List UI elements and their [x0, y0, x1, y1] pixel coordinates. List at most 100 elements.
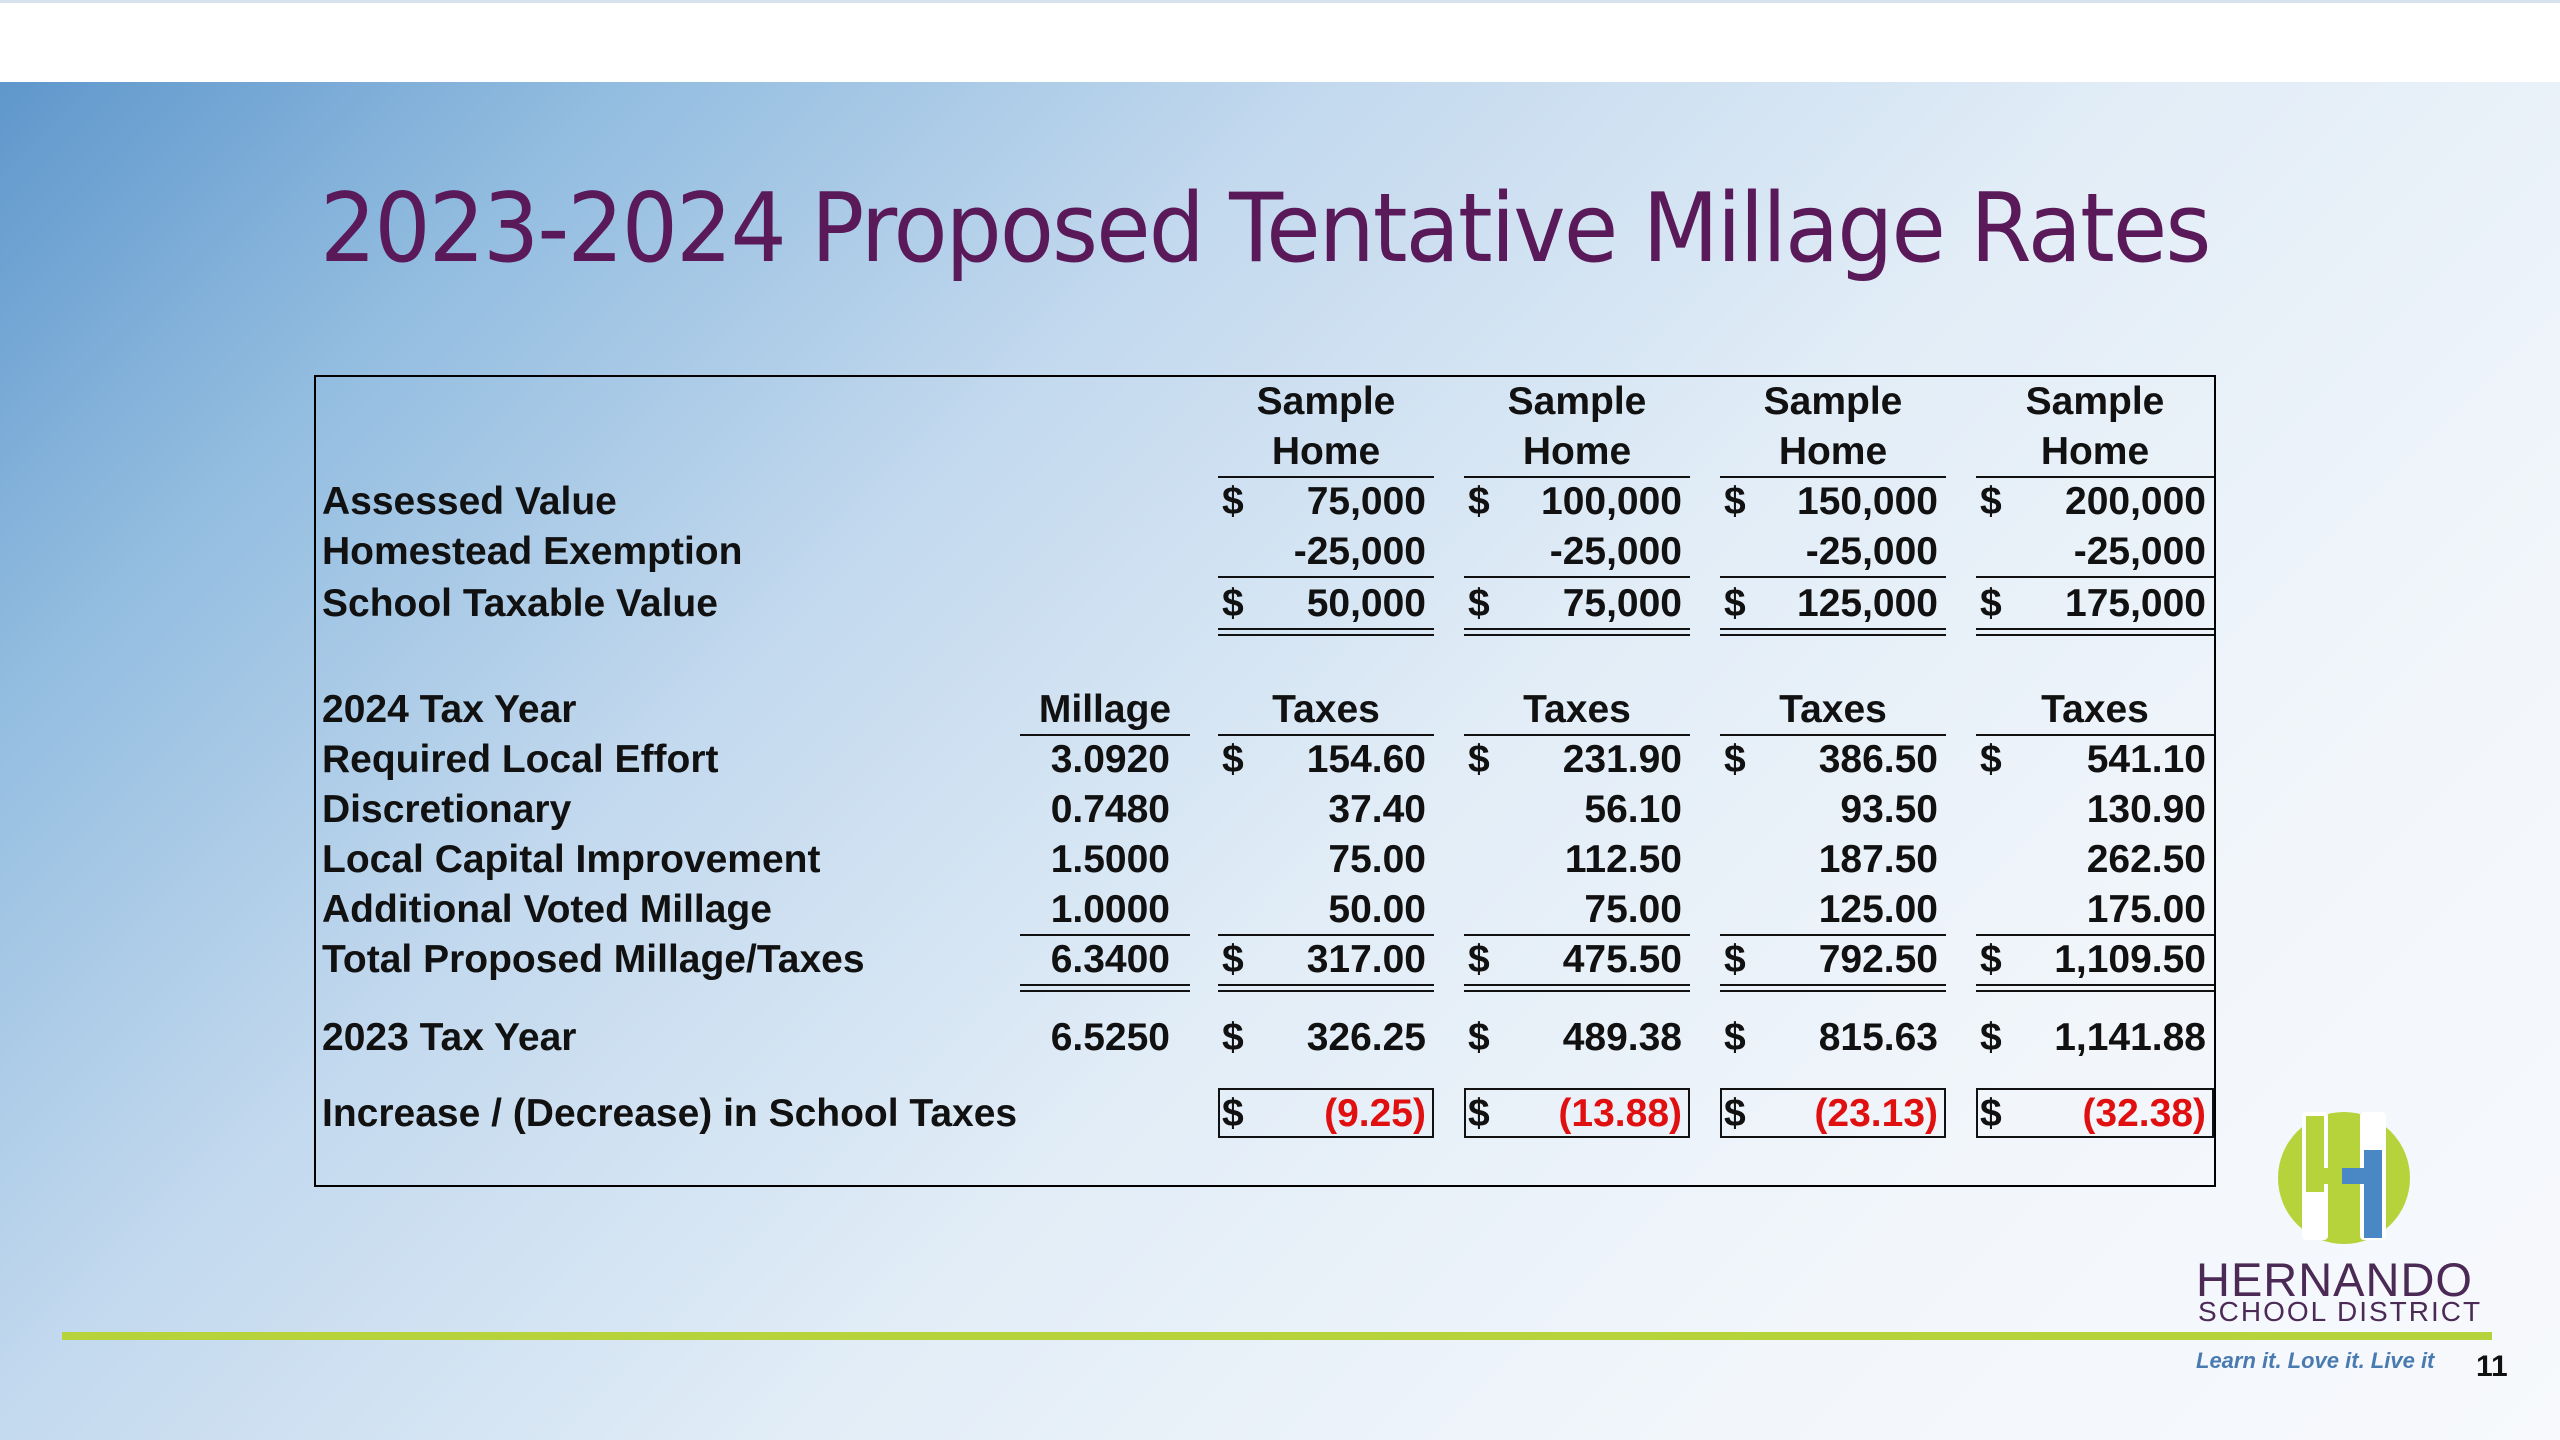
- exemption-label: Homestead Exemption: [322, 530, 743, 573]
- assessed-dollar-2: $: [1468, 480, 1490, 523]
- total-label: Total Proposed Millage/Taxes: [322, 938, 865, 981]
- lci-millage: 1.5000: [1050, 838, 1170, 881]
- avm-underline-2: [1464, 934, 1690, 936]
- avm-value-3: 125.00: [1818, 888, 1938, 931]
- taxes-header-underline-3: [1720, 734, 1946, 736]
- disc-label: Discretionary: [322, 788, 572, 831]
- disc-value-4: 130.90: [2086, 788, 2206, 831]
- exemption-underline-2: [1464, 576, 1690, 578]
- assessed-dollar-4: $: [1980, 480, 2002, 523]
- total-dollar-3: $: [1724, 938, 1746, 981]
- prior-dollar-3: $: [1724, 1016, 1746, 1059]
- footer-divider: [62, 1332, 2492, 1340]
- logo-name: HERNANDO: [2196, 1253, 2473, 1306]
- col-header-home-3: Home: [1778, 430, 1888, 473]
- avm-label: Additional Voted Millage: [322, 888, 772, 931]
- change-box-3: [1720, 1088, 1946, 1138]
- exemption-value-3: -25,000: [1805, 530, 1938, 573]
- total-dollar-1: $: [1222, 938, 1244, 981]
- rle-label: Required Local Effort: [322, 738, 719, 781]
- avm-value-4: 175.00: [2086, 888, 2206, 931]
- lci-value-3: 187.50: [1818, 838, 1938, 881]
- taxes-header-2: Taxes: [1523, 688, 1631, 731]
- taxes-header-underline-1: [1218, 734, 1434, 736]
- col-header-underline-1: [1218, 476, 1434, 478]
- total-millage: 6.3400: [1050, 938, 1170, 981]
- lci-value-2: 112.50: [1564, 838, 1682, 881]
- assessed-value-1: 75,000: [1306, 480, 1426, 523]
- taxable-value-4: 175,000: [2065, 582, 2206, 625]
- col-header-sample-4: Sample: [2025, 380, 2165, 423]
- taxable-value-2: 75,000: [1562, 582, 1682, 625]
- taxable-value-3: 125,000: [1797, 582, 1938, 625]
- change-dollar-3: $: [1724, 1092, 1746, 1135]
- prior-value-1: 326.25: [1306, 1016, 1426, 1059]
- rle-value-2: 231.90: [1562, 738, 1682, 781]
- col-header-sample-1: Sample: [1256, 380, 1396, 423]
- hernando-h-logo-icon: [2278, 1112, 2410, 1244]
- prior-value-4: 1,141.88: [2054, 1016, 2206, 1059]
- assessed-dollar-1: $: [1222, 480, 1244, 523]
- taxes-header-underline-4: [1976, 734, 2214, 736]
- change-value-1: (9.25): [1324, 1092, 1426, 1135]
- total-millage-double-underline: [1020, 984, 1190, 992]
- disc-value-2: 56.10: [1584, 788, 1682, 831]
- taxes-header-1: Taxes: [1272, 688, 1380, 731]
- avm-underline-3: [1720, 934, 1946, 936]
- rle-dollar-3: $: [1724, 738, 1746, 781]
- total-dollar-4: $: [1980, 938, 2002, 981]
- assessed-value-2: 100,000: [1541, 480, 1682, 523]
- total-value-4: 1,109.50: [2054, 938, 2206, 981]
- taxable-dollar-2: $: [1468, 582, 1490, 625]
- col-header-sample-2: Sample: [1507, 380, 1647, 423]
- assessed-value-4: 200,000: [2065, 480, 2206, 523]
- disc-value-3: 93.50: [1840, 788, 1938, 831]
- taxes-header-underline-2: [1464, 734, 1690, 736]
- change-label: Increase / (Decrease) in School Taxes: [322, 1092, 1018, 1135]
- logo-subtitle: SCHOOL DISTRICT: [2198, 1296, 2483, 1327]
- change-box-2: [1464, 1088, 1690, 1138]
- disc-millage: 0.7480: [1050, 788, 1170, 831]
- total-double-underline-4: [1976, 984, 2214, 992]
- prior-dollar-4: $: [1980, 1016, 2002, 1059]
- col-header-home-1: Home: [1271, 430, 1381, 473]
- prior-label: 2023 Tax Year: [322, 1016, 577, 1059]
- taxes-header-4: Taxes: [2041, 688, 2149, 731]
- change-dollar-4: $: [1980, 1092, 2002, 1135]
- rle-dollar-4: $: [1980, 738, 2002, 781]
- rle-value-3: 386.50: [1818, 738, 1938, 781]
- rle-dollar-2: $: [1468, 738, 1490, 781]
- col-header-underline-3: [1720, 476, 1946, 478]
- top-margin: [0, 0, 2560, 82]
- rle-value-4: 541.10: [2086, 738, 2206, 781]
- avm-value-1: 50.00: [1328, 888, 1426, 931]
- col-header-underline-4: [1976, 476, 2214, 478]
- change-value-4: (32.38): [2082, 1092, 2206, 1135]
- prior-value-3: 815.63: [1818, 1016, 1938, 1059]
- exemption-underline-4: [1976, 576, 2214, 578]
- change-value-3: (23.13): [1814, 1092, 1938, 1135]
- taxable-double-underline-4: [1976, 628, 2214, 636]
- col-header-underline-2: [1464, 476, 1690, 478]
- prior-millage: 6.5250: [1050, 1016, 1170, 1059]
- page-number: 11: [2476, 1350, 2508, 1383]
- assessed-value-3: 150,000: [1797, 480, 1938, 523]
- prior-dollar-2: $: [1468, 1016, 1490, 1059]
- assessed-label: Assessed Value: [322, 480, 617, 523]
- exemption-underline-3: [1720, 576, 1946, 578]
- total-dollar-2: $: [1468, 938, 1490, 981]
- exemption-value-1: -25,000: [1293, 530, 1426, 573]
- total-value-3: 792.50: [1818, 938, 1938, 981]
- col-header-home-2: Home: [1522, 430, 1632, 473]
- total-double-underline-1: [1218, 984, 1434, 992]
- prior-value-2: 489.38: [1562, 1016, 1682, 1059]
- taxable-dollar-3: $: [1724, 582, 1746, 625]
- slide: 2023-2024 Proposed Tentative Millage Rat…: [0, 82, 2560, 1440]
- taxable-double-underline-1: [1218, 628, 1434, 636]
- taxable-dollar-4: $: [1980, 582, 2002, 625]
- taxable-value-1: 50,000: [1306, 582, 1426, 625]
- total-double-underline-2: [1464, 984, 1690, 992]
- assessed-dollar-3: $: [1724, 480, 1746, 523]
- logo-tagline: Learn it. Love it. Live it: [2196, 1348, 2435, 1373]
- taxes-header-3: Taxes: [1779, 688, 1887, 731]
